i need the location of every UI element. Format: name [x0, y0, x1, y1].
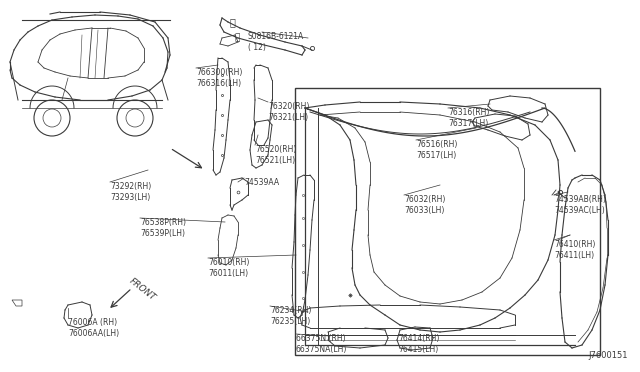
Text: 66375N (RH)
66375NA(LH): 66375N (RH) 66375NA(LH) — [296, 334, 348, 354]
Text: 76006A (RH)
76006AA(LH): 76006A (RH) 76006AA(LH) — [68, 318, 119, 338]
Text: 76234(RH)
76235(LH): 76234(RH) 76235(LH) — [270, 306, 312, 326]
Text: 74539AA: 74539AA — [244, 178, 279, 187]
Text: 76410(RH)
76411(LH): 76410(RH) 76411(LH) — [554, 240, 595, 260]
Text: 76032(RH)
76033(LH): 76032(RH) 76033(LH) — [404, 195, 445, 215]
Text: 76316(RH)
76317(LH): 76316(RH) 76317(LH) — [448, 108, 490, 128]
Text: FRONT: FRONT — [128, 276, 158, 302]
Text: 73292(RH)
73293(LH): 73292(RH) 73293(LH) — [110, 182, 151, 202]
Text: 76414(RH)
76415(LH): 76414(RH) 76415(LH) — [398, 334, 440, 354]
Text: 74539AB(RH)
74539AC(LH): 74539AB(RH) 74539AC(LH) — [554, 195, 606, 215]
Text: 766300(RH)
766316(LH): 766300(RH) 766316(LH) — [196, 68, 243, 88]
Text: 76320(RH)
76321(LH): 76320(RH) 76321(LH) — [268, 102, 309, 122]
Text: 76010(RH)
76011(LH): 76010(RH) 76011(LH) — [208, 258, 250, 278]
Text: S0816B-6121A
( 12): S0816B-6121A ( 12) — [248, 32, 304, 52]
Text: J7600151: J7600151 — [589, 351, 628, 360]
Bar — [295, 88, 600, 355]
Text: 76516(RH)
76517(LH): 76516(RH) 76517(LH) — [416, 140, 458, 160]
Text: 76520(RH)
76521(LH): 76520(RH) 76521(LH) — [255, 145, 296, 165]
Text: Ⓢ: Ⓢ — [235, 33, 240, 42]
Text: 76538P(RH)
76539P(LH): 76538P(RH) 76539P(LH) — [140, 218, 186, 238]
Text: Ⓢ: Ⓢ — [229, 17, 235, 27]
